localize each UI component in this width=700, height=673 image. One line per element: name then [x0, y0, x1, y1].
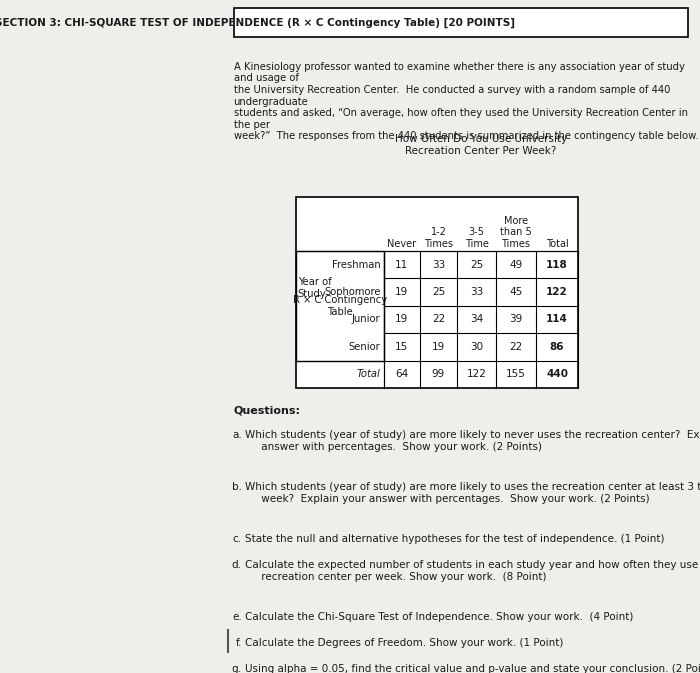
- Text: 45: 45: [510, 287, 523, 297]
- Text: 15: 15: [395, 342, 408, 352]
- Text: 122: 122: [546, 287, 568, 297]
- Text: 49: 49: [510, 260, 523, 270]
- FancyBboxPatch shape: [234, 8, 687, 37]
- Text: Freshman: Freshman: [332, 260, 381, 270]
- FancyBboxPatch shape: [297, 197, 578, 388]
- Text: 25: 25: [432, 287, 445, 297]
- Text: g.: g.: [232, 664, 242, 673]
- Text: More
than 5
Times: More than 5 Times: [500, 216, 532, 249]
- Text: 33: 33: [470, 287, 483, 297]
- FancyBboxPatch shape: [297, 251, 384, 361]
- Text: 22: 22: [432, 314, 445, 324]
- Text: 122: 122: [467, 369, 486, 380]
- Text: Junior: Junior: [352, 314, 381, 324]
- Text: Total: Total: [357, 369, 381, 380]
- Text: c.: c.: [232, 534, 241, 544]
- Text: How Often Do You Use University
Recreation Center Per Week?: How Often Do You Use University Recreati…: [395, 134, 567, 156]
- Text: 99: 99: [432, 369, 445, 380]
- Text: R × C Contingency
Table: R × C Contingency Table: [293, 295, 387, 316]
- Text: 22: 22: [510, 342, 523, 352]
- Text: Calculate the expected number of students in each study year and how often they : Calculate the expected number of student…: [245, 560, 700, 581]
- Text: Using alpha = 0.05, find the critical value and p-value and state your conclusio: Using alpha = 0.05, find the critical va…: [245, 664, 700, 673]
- Text: State the null and alternative hypotheses for the test of independence. (1 Point: State the null and alternative hypothese…: [245, 534, 665, 544]
- Text: 3-5
Time: 3-5 Time: [465, 227, 489, 249]
- Text: 118: 118: [546, 260, 568, 270]
- Text: Never: Never: [387, 239, 416, 249]
- Text: 114: 114: [546, 314, 568, 324]
- Text: 34: 34: [470, 314, 483, 324]
- Text: Year of
Study: Year of Study: [298, 277, 332, 299]
- Text: b.: b.: [232, 482, 242, 492]
- Text: e.: e.: [232, 612, 242, 622]
- Text: 19: 19: [432, 342, 445, 352]
- Text: 64: 64: [395, 369, 408, 380]
- Text: SECTION 3: CHI-SQUARE TEST OF INDEPENDENCE (R × C Contingency Table) [20 POINTS]: SECTION 3: CHI-SQUARE TEST OF INDEPENDEN…: [0, 17, 515, 28]
- Text: Total: Total: [546, 239, 568, 249]
- Text: 19: 19: [395, 287, 408, 297]
- Text: Senior: Senior: [349, 342, 381, 352]
- Text: 30: 30: [470, 342, 483, 352]
- Text: 86: 86: [550, 342, 564, 352]
- Text: Questions:: Questions:: [234, 406, 300, 416]
- Text: 1-2
Times: 1-2 Times: [424, 227, 453, 249]
- Text: 39: 39: [510, 314, 523, 324]
- Text: Which students (year of study) are more likely to never uses the recreation cent: Which students (year of study) are more …: [245, 430, 700, 452]
- Text: 19: 19: [395, 314, 408, 324]
- Text: d.: d.: [232, 560, 242, 570]
- Text: 155: 155: [506, 369, 526, 380]
- Text: Which students (year of study) are more likely to uses the recreation center at : Which students (year of study) are more …: [245, 482, 700, 504]
- Text: 440: 440: [546, 369, 568, 380]
- Text: 33: 33: [432, 260, 445, 270]
- Text: Calculate the Degrees of Freedom. Show your work. (1 Point): Calculate the Degrees of Freedom. Show y…: [245, 638, 564, 648]
- Text: Calculate the Chi-Square Test of Independence. Show your work.  (4 Point): Calculate the Chi-Square Test of Indepen…: [245, 612, 634, 622]
- Text: a.: a.: [232, 430, 242, 440]
- Text: Sophomore: Sophomore: [324, 287, 381, 297]
- Text: A Kinesiology professor wanted to examine whether there is any association year : A Kinesiology professor wanted to examin…: [234, 62, 698, 141]
- Text: 25: 25: [470, 260, 483, 270]
- Text: f.: f.: [235, 638, 241, 648]
- Text: 11: 11: [395, 260, 408, 270]
